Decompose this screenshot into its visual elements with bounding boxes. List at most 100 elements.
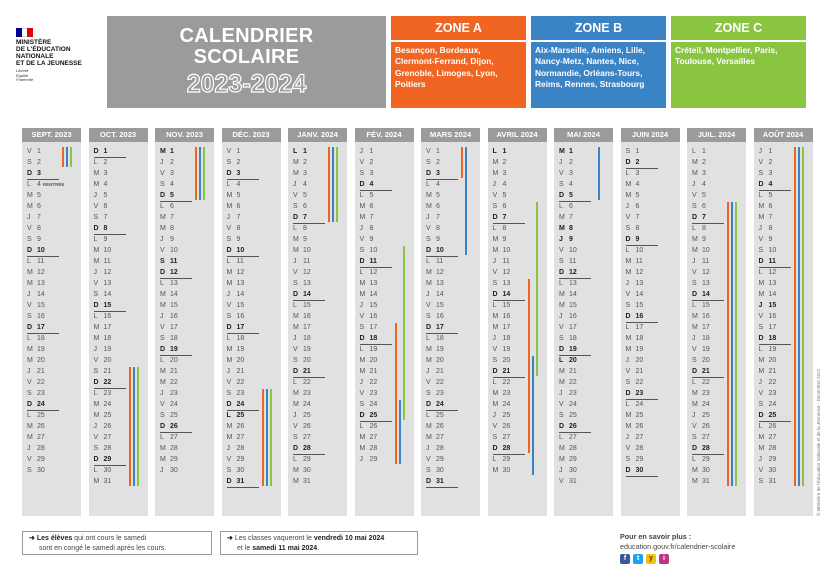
day-row: J 16	[160, 313, 178, 320]
day-row: M 10	[692, 247, 710, 254]
day-row: V 26	[492, 423, 511, 430]
day-row: V 12	[293, 269, 311, 276]
copyright-credit: © Ministère de l'Éducation nationale et …	[816, 368, 821, 516]
month-column: FÉV. 2024 J 1 V 2 S 3 D 4 L 5 M 6 M 7 J 8 V 9 S 10 D 11 L 12 M 13 M…	[354, 128, 414, 516]
day-row: S 13	[692, 280, 710, 287]
day-row: D 16	[625, 311, 658, 323]
day-row: V 12	[492, 269, 511, 276]
holiday-bar-zone-b	[332, 147, 334, 222]
day-row: S 25	[160, 412, 178, 419]
month-title: JANV. 2024	[288, 128, 347, 142]
day-row: S 10	[359, 247, 378, 254]
day-row: S 13	[293, 280, 311, 287]
day-row: L 18	[226, 335, 245, 342]
month-title: OCT. 2023	[88, 128, 148, 142]
day-row: D 21	[492, 366, 525, 378]
day-row: D 21	[293, 366, 325, 378]
day-row: L 20	[160, 357, 178, 364]
instagram-icon[interactable]: i	[659, 554, 669, 564]
day-row: M 25	[93, 412, 112, 419]
holiday-bar-zone-c	[801, 147, 804, 486]
month-column: MAI 2024 M 1 J 2 V 3 S 4 D 5 L 6 M 7 M 8 J 9 V 10 S 11 D 12 L 13 M 1…	[554, 128, 613, 516]
day-row: M 26	[27, 423, 45, 430]
holiday-bar-zone-c	[336, 147, 338, 222]
holiday-bar-zone-c	[535, 202, 538, 376]
holiday-bar-zone-c	[735, 202, 737, 486]
title-banner: CALENDRIER SCOLAIRE 2023-2024	[107, 16, 386, 108]
day-row: S 20	[692, 357, 710, 364]
facebook-icon[interactable]: f	[620, 554, 630, 564]
holiday-bar-zone-b	[531, 356, 534, 475]
zone-c-title: ZONE C	[671, 16, 806, 42]
month-title: MAI 2024	[554, 128, 613, 142]
day-row: M 23	[692, 390, 710, 397]
day-row: M 17	[692, 324, 710, 331]
day-row: J 21	[27, 368, 45, 375]
day-row: S 29	[625, 456, 644, 463]
zone-b-cities: Aix-Marseille, Amiens, Lille, Nancy-Metz…	[535, 45, 645, 90]
day-row: S 16	[226, 313, 245, 320]
day-row: M 12	[226, 269, 245, 276]
day-row: V 24	[160, 401, 178, 408]
holiday-bar-zone-a	[195, 147, 197, 200]
day-row: V 19	[692, 346, 710, 353]
zone-a-panel: ZONE A Besançon, Bordeaux, Clermont-Ferr…	[391, 16, 526, 108]
month-column: AOÛT 2024 J 1 V 2 S 3 D 4 L 5 M 6 M 7 J 8 V 9 S 10 D 11 L 12 M 13 M…	[753, 128, 813, 516]
month-title: DÉC. 2023	[221, 128, 281, 142]
arrow-icon: ➜	[29, 535, 37, 542]
day-row: J 14	[226, 291, 245, 298]
day-row: D 17	[27, 322, 59, 334]
day-row: M 20	[758, 357, 777, 364]
twitter-icon[interactable]: t	[633, 554, 643, 564]
month-title: JUIL. 2024	[687, 128, 746, 142]
note-may-bridge: ➜ Les classes vaqueront le vendredi 10 m…	[220, 531, 418, 555]
more-info-link[interactable]: education.gouv.fr/calendrier-scolaire	[620, 542, 736, 551]
day-row: M 19	[226, 346, 245, 353]
day-row: D 31	[226, 476, 259, 488]
snapchat-icon[interactable]: y	[646, 554, 656, 564]
day-row: M 27	[359, 434, 378, 441]
day-row: D 30	[625, 465, 658, 477]
more-info: Pour en savoir plus : education.gouv.fr/…	[620, 532, 735, 564]
day-row: M 20	[426, 357, 444, 364]
day-row: S 31	[758, 478, 777, 485]
day-row: S 10	[758, 247, 777, 254]
day-row: S 18	[160, 335, 178, 342]
day-row: D 10	[226, 245, 259, 257]
day-row: M 19	[426, 346, 444, 353]
day-row: M 17	[492, 324, 511, 331]
day-row: V 19	[492, 346, 511, 353]
day-row: D 22	[93, 377, 126, 389]
day-row: M 11	[625, 258, 643, 265]
day-row: V 30	[758, 467, 777, 474]
day-row: D 25	[758, 410, 791, 422]
day-row: L 18	[27, 335, 45, 342]
title-line-2: SCOLAIRE	[193, 46, 300, 68]
day-row: J 22	[758, 379, 777, 386]
day-row: J 15	[758, 302, 777, 309]
day-row: V 16	[359, 313, 378, 320]
